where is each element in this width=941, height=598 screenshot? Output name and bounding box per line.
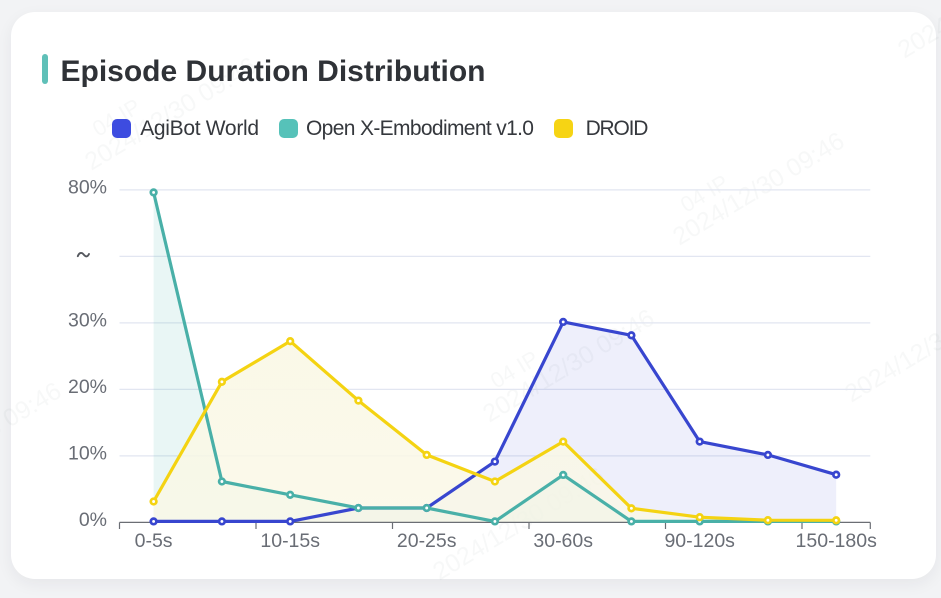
svg-text:90-120s: 90-120s bbox=[664, 530, 735, 552]
svg-text:30-60s: 30-60s bbox=[533, 530, 593, 552]
svg-text:0-5s: 0-5s bbox=[135, 530, 173, 552]
svg-text:30%: 30% bbox=[68, 310, 107, 332]
svg-text:20%: 20% bbox=[68, 376, 107, 398]
svg-text:0%: 0% bbox=[79, 509, 107, 531]
svg-text:10-15s: 10-15s bbox=[260, 530, 320, 552]
svg-text:150-180s: 150-180s bbox=[796, 530, 878, 552]
svg-text:80%: 80% bbox=[68, 177, 107, 199]
svg-text:10%: 10% bbox=[68, 443, 107, 465]
svg-text:20-25s: 20-25s bbox=[397, 530, 457, 552]
